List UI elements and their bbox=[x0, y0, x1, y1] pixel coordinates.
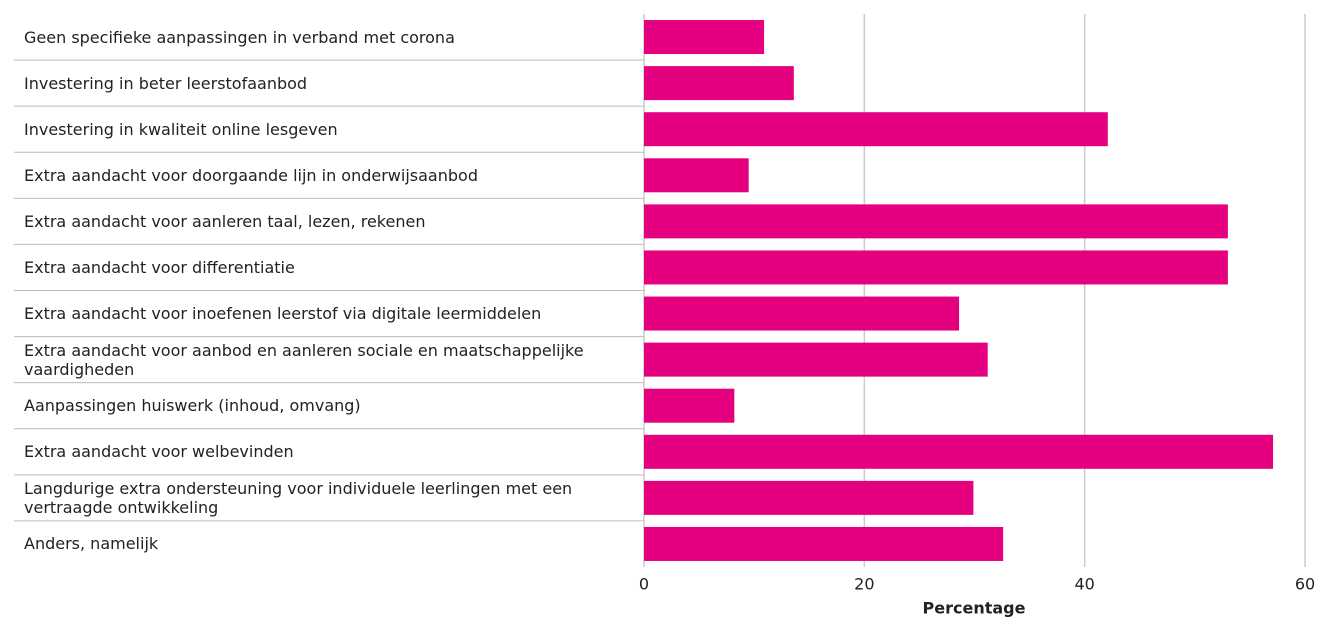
bar bbox=[644, 250, 1228, 285]
category-label: Investering in beter leerstofaanbod bbox=[24, 73, 308, 93]
category-label: Extra aandacht voor aanleren taal, lezen… bbox=[24, 211, 426, 231]
bar bbox=[644, 434, 1274, 469]
category-label: Investering in kwaliteit online lesgeven bbox=[24, 119, 338, 139]
x-tick-label: 40 bbox=[1074, 575, 1094, 594]
category-label: Extra aandacht voor differentiatie bbox=[24, 257, 295, 277]
bar bbox=[644, 66, 794, 101]
bar bbox=[644, 20, 765, 55]
bar bbox=[644, 388, 735, 423]
category-label: Anders, namelijk bbox=[24, 534, 159, 554]
category-label: Langdurige extra ondersteuning voor indi… bbox=[24, 478, 573, 517]
bar bbox=[644, 480, 974, 515]
category-label: Extra aandacht voor aanbod en aanleren s… bbox=[24, 340, 584, 379]
bar bbox=[644, 526, 1004, 561]
x-axis-label: Percentage bbox=[923, 599, 1026, 618]
category-label: Extra aandacht voor doorgaande lijn in o… bbox=[24, 165, 478, 185]
x-tick-label: 20 bbox=[854, 575, 874, 594]
bar bbox=[644, 342, 988, 377]
bar bbox=[644, 158, 749, 193]
category-label: Aanpassingen huiswerk (inhoud, omvang) bbox=[24, 396, 361, 416]
bar bbox=[644, 204, 1228, 239]
category-label: Geen specifieke aanpassingen in verband … bbox=[24, 27, 455, 47]
category-label: Extra aandacht voor welbevinden bbox=[24, 442, 294, 462]
bar bbox=[644, 112, 1108, 147]
category-label: Extra aandacht voor inoefenen leerstof v… bbox=[24, 304, 542, 324]
x-tick-label: 0 bbox=[639, 575, 649, 594]
x-tick-label: 60 bbox=[1295, 575, 1315, 594]
bar bbox=[644, 296, 960, 331]
